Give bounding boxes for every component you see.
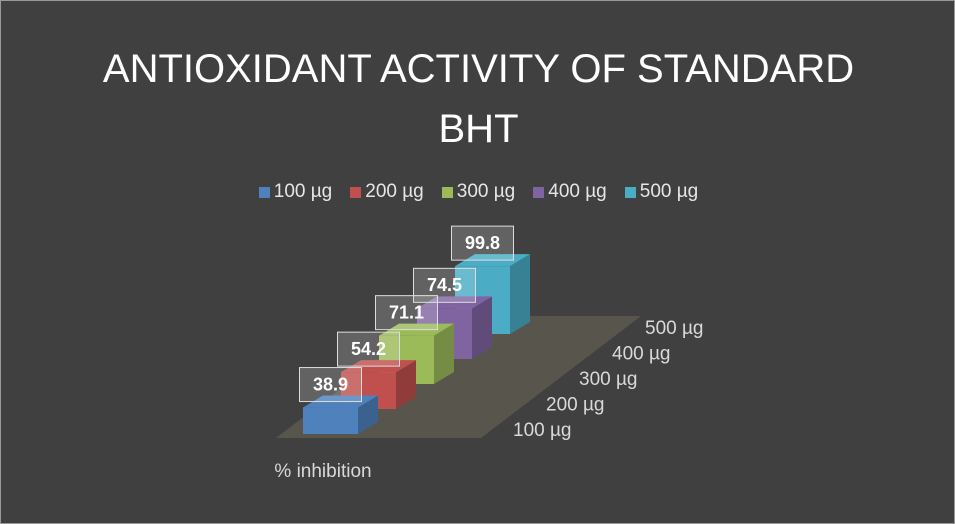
data-label-box xyxy=(337,331,400,367)
data-label-box xyxy=(299,367,362,403)
data-label: 74.5 xyxy=(427,275,462,295)
chart-title: ANTIOXIDANT ACTIVITY OF STANDARD BHT xyxy=(102,47,855,151)
data-label: 71.1 xyxy=(389,302,424,322)
legend-label: 300 µg xyxy=(456,181,516,202)
legend-label: 200 µg xyxy=(365,181,424,202)
bar-side xyxy=(510,254,530,334)
data-label: 99.8 xyxy=(465,233,500,253)
bar xyxy=(303,407,358,434)
data-label-group: 54.2 xyxy=(337,331,400,367)
depth-tick-label: 500 µg xyxy=(645,318,704,339)
data-label-group: 74.5 xyxy=(413,267,476,303)
legend-swatch xyxy=(533,186,545,198)
data-label-group: 71.1 xyxy=(375,295,438,331)
depth-tick-label: 300 µg xyxy=(579,369,638,390)
depth-tick-label: 100 µg xyxy=(513,420,572,441)
legend-swatch xyxy=(350,186,362,198)
legend-item: 500 µg xyxy=(624,181,699,203)
depth-tick-label: 400 µg xyxy=(612,344,671,365)
legend-label: 400 µg xyxy=(548,181,607,202)
legend-swatch xyxy=(624,186,636,198)
bar-side xyxy=(434,323,454,384)
data-label: 38.9 xyxy=(313,374,348,394)
legend-label: 100 µg xyxy=(273,181,333,202)
data-label-box xyxy=(451,225,514,261)
legend-item: 100 µg xyxy=(258,181,333,203)
data-label-box xyxy=(375,295,438,331)
legend-item: 200 µg xyxy=(350,181,424,203)
legend: 100 µg 200 µg 300 µg 400 µg 500 µg xyxy=(1,181,954,203)
legend-item: 400 µg xyxy=(533,181,607,203)
bar-side xyxy=(358,395,378,434)
legend-swatch xyxy=(258,186,270,198)
legend-label: 500 µg xyxy=(639,181,699,202)
x-tick-label: % inhibition xyxy=(274,461,372,482)
data-label: 54.2 xyxy=(351,339,386,359)
data-label-box xyxy=(413,267,476,303)
legend-item: 300 µg xyxy=(441,181,516,203)
data-label-group: 38.9 xyxy=(299,367,362,403)
depth-tick-label: 200 µg xyxy=(546,395,605,416)
data-label-group: 99.8 xyxy=(451,225,514,261)
bar-side xyxy=(396,360,416,409)
legend-swatch xyxy=(441,186,453,198)
category-wrap: % inhibition xyxy=(274,461,372,482)
bar-side xyxy=(472,296,492,359)
